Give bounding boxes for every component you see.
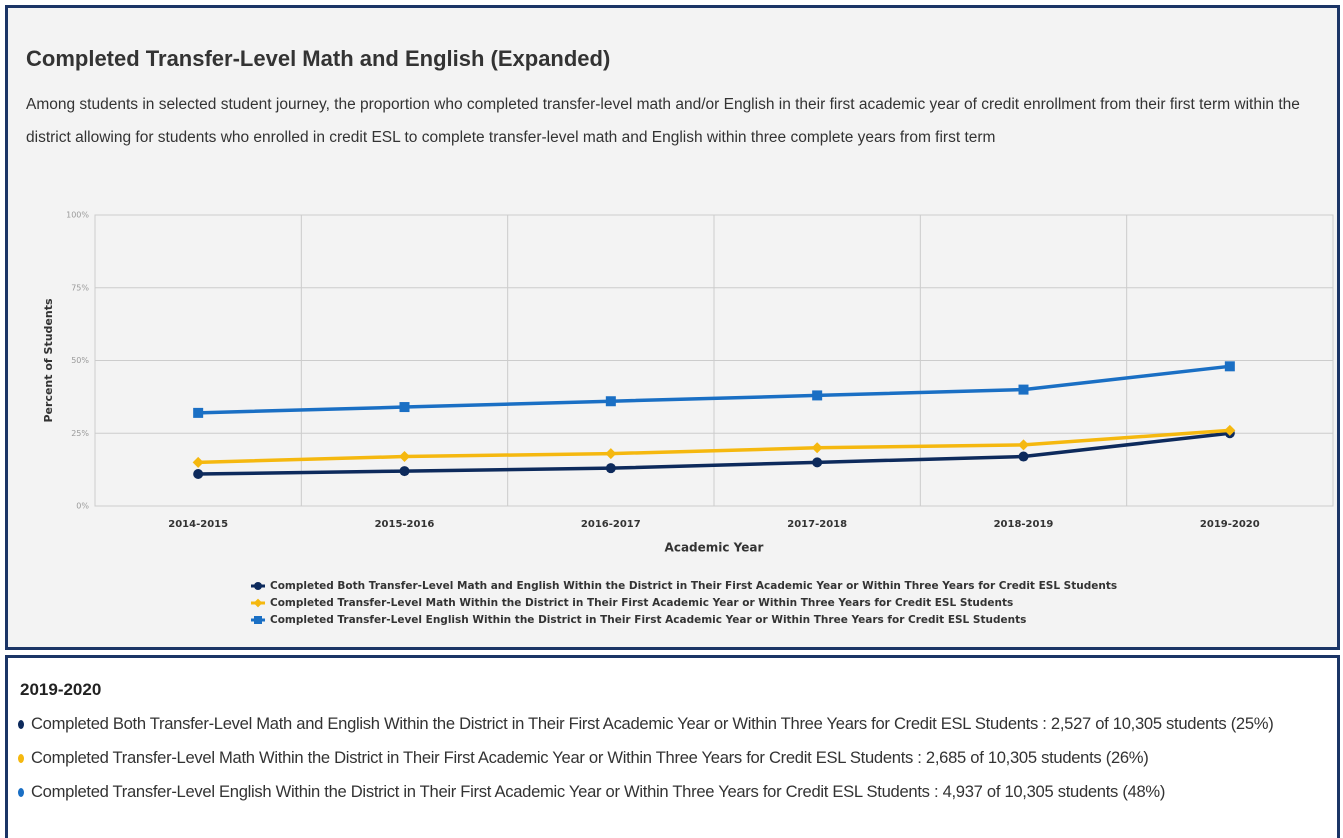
tooltip-panel: 2019-2020 Completed Both Transfer-Level … — [5, 655, 1340, 838]
marker — [193, 468, 204, 479]
series-line — [198, 364, 1231, 415]
marker — [1224, 361, 1235, 372]
marker — [1018, 451, 1029, 462]
tooltip-item: Completed Transfer-Level English Within … — [18, 782, 1165, 802]
series-line — [198, 428, 1230, 465]
tooltip-item: Completed Both Transfer-Level Math and E… — [18, 714, 1274, 734]
marker — [605, 396, 616, 407]
tooltip-text: Completed Transfer-Level English Within … — [31, 782, 1166, 801]
chart-subtitle: Among students in selected student journ… — [26, 96, 1300, 146]
chart-title: Completed Transfer-Level Math and Englis… — [26, 46, 611, 71]
marker — [811, 442, 823, 454]
series-line — [198, 431, 1231, 476]
marker — [812, 390, 823, 401]
y-axis-label: Percent of Students — [42, 298, 55, 422]
marker — [399, 402, 410, 413]
x-tick-label: 2016-2017 — [581, 519, 641, 530]
x-tick-label: 2015-2016 — [375, 519, 435, 530]
x-axis-label: Academic Year — [665, 541, 764, 555]
x-tick-label: 2017-2018 — [787, 519, 847, 530]
marker — [399, 466, 410, 477]
marker — [1018, 384, 1029, 395]
tooltip-text: Completed Both Transfer-Level Math and E… — [31, 714, 1274, 733]
legend-label: Completed Transfer-Level English Within … — [270, 614, 1026, 626]
y-tick-label: 25% — [71, 429, 89, 438]
chart-panel: Completed Transfer-Level Math and Englis… — [5, 5, 1340, 650]
tooltip-text: Completed Transfer-Level Math Within the… — [31, 748, 1149, 767]
marker — [1018, 439, 1029, 451]
y-tick-label: 50% — [71, 356, 89, 365]
marker — [193, 407, 204, 418]
y-tick-label: 75% — [71, 283, 89, 292]
bullet — [18, 788, 24, 798]
legend-label: Completed Transfer-Level Math Within the… — [270, 597, 1013, 609]
y-tick-label: 0% — [76, 502, 89, 511]
tooltip-item: Completed Transfer-Level Math Within the… — [18, 748, 1149, 768]
marker — [399, 451, 410, 463]
legend-marker — [254, 582, 262, 590]
legend-label: Completed Both Transfer-Level Math and E… — [270, 580, 1117, 592]
marker — [192, 456, 204, 468]
marker — [812, 457, 823, 468]
tooltip-title: 2019-2020 — [20, 680, 102, 699]
bullet — [18, 720, 24, 730]
x-tick-label: 2018-2019 — [994, 519, 1054, 530]
x-tick-label: 2014-2015 — [168, 519, 228, 530]
marker — [605, 463, 616, 474]
chart: 0% 25% 50% 75% 100% 2014-2015 2015-2016 2016-20… — [42, 211, 1334, 626]
legend-marker — [254, 616, 262, 624]
x-tick-label: 2019-2020 — [1200, 519, 1260, 530]
bullet — [18, 754, 24, 764]
y-tick-label: 100% — [66, 211, 89, 220]
marker — [1224, 424, 1236, 436]
marker — [605, 448, 617, 460]
legend-marker — [253, 598, 263, 608]
